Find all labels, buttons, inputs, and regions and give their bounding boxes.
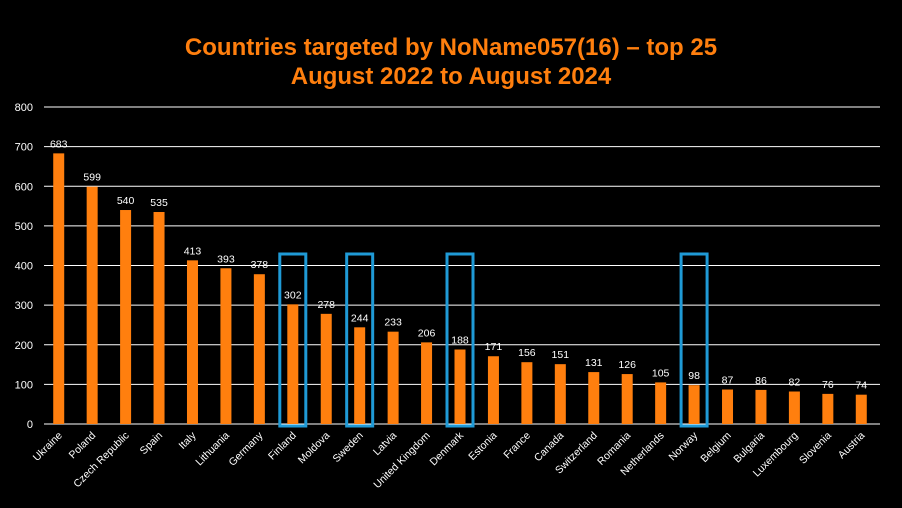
data-label-switzerland: 131 bbox=[585, 357, 603, 369]
x-category-label-slovenia: Slovenia bbox=[797, 430, 834, 467]
y-axis-ticks: 0 100 200 300 400 500 600 700 800 bbox=[15, 102, 33, 431]
bar-switzerland bbox=[588, 372, 600, 424]
data-label-france: 156 bbox=[518, 347, 536, 359]
x-category-label-norway: Norway bbox=[667, 429, 701, 463]
data-label-sweden: 244 bbox=[351, 312, 369, 324]
x-category-label-france: France bbox=[501, 430, 533, 462]
data-label-netherlands: 105 bbox=[652, 367, 670, 379]
data-label-finland: 302 bbox=[284, 289, 302, 301]
bar-belgium bbox=[722, 389, 734, 424]
data-label-slovenia: 76 bbox=[822, 379, 834, 391]
bar-italy bbox=[186, 260, 198, 424]
data-label-poland: 599 bbox=[83, 172, 101, 184]
data-label-italy: 413 bbox=[184, 245, 202, 257]
bar-czech-republic bbox=[120, 210, 132, 424]
y-tick-label-200: 200 bbox=[15, 340, 33, 352]
highlight-box-denmark bbox=[445, 252, 475, 428]
bar-romania bbox=[621, 374, 633, 424]
y-tick-label-500: 500 bbox=[15, 221, 33, 233]
bar-denmark bbox=[454, 349, 466, 424]
data-label-moldova: 278 bbox=[317, 299, 335, 311]
chart-title-line-2: August 2022 to August 2024 bbox=[291, 63, 612, 90]
bar-lithuania bbox=[220, 268, 232, 424]
highlight-box-norway bbox=[679, 252, 709, 428]
x-category-label-denmark: Denmark bbox=[428, 429, 467, 468]
chart-title-line-1: Countries targeted by NoName057(16) – to… bbox=[185, 34, 717, 61]
data-label-czech-republic: 540 bbox=[117, 195, 135, 207]
bar-norway bbox=[688, 385, 700, 424]
y-tick-label-800: 800 bbox=[15, 102, 33, 114]
data-label-belgium: 87 bbox=[722, 375, 734, 387]
bar-germany bbox=[253, 274, 265, 424]
y-tick-label-0: 0 bbox=[27, 419, 33, 431]
x-category-label-sweden: Sweden bbox=[330, 430, 365, 465]
data-label-bulgaria: 86 bbox=[755, 375, 767, 387]
y-tick-label-700: 700 bbox=[15, 142, 33, 154]
bar-moldova bbox=[320, 313, 332, 424]
bar-canada bbox=[554, 364, 566, 424]
data-label-latvia: 233 bbox=[384, 317, 402, 329]
data-label-spain: 535 bbox=[150, 197, 168, 209]
bar-austria bbox=[855, 394, 867, 424]
x-category-label-moldova: Moldova bbox=[296, 430, 333, 467]
bar-spain bbox=[153, 212, 165, 424]
y-tick-label-600: 600 bbox=[15, 181, 33, 193]
x-category-label-lithuania: Lithuania bbox=[193, 430, 232, 469]
x-category-label-finland: Finland bbox=[266, 430, 299, 463]
x-category-label-italy: Italy bbox=[176, 429, 199, 452]
y-tick-label-400: 400 bbox=[15, 261, 33, 273]
data-label-romania: 126 bbox=[618, 359, 636, 371]
x-category-label-spain: Spain bbox=[138, 430, 166, 458]
y-tick-label-100: 100 bbox=[15, 379, 33, 391]
x-category-label-estonia: Estonia bbox=[466, 430, 499, 463]
x-category-label-ukraine: Ukraine bbox=[31, 430, 65, 464]
x-category-label-germany: Germany bbox=[226, 429, 266, 469]
highlight-box-sweden bbox=[345, 252, 375, 428]
bar-estonia bbox=[487, 356, 499, 424]
x-category-label-austria: Austria bbox=[836, 430, 868, 462]
bar-united-kingdom bbox=[421, 342, 433, 424]
data-label-germany: 378 bbox=[251, 259, 269, 271]
data-label-united-kingdom: 206 bbox=[418, 327, 436, 339]
bar-slovenia bbox=[822, 393, 834, 424]
bar-luxembourg bbox=[788, 391, 800, 424]
y-tick-label-300: 300 bbox=[15, 300, 33, 312]
gridlines bbox=[44, 106, 880, 425]
data-label-luxembourg: 82 bbox=[789, 377, 801, 389]
highlight-boxes bbox=[278, 252, 709, 428]
data-label-ukraine: 683 bbox=[50, 138, 68, 150]
bar-netherlands bbox=[655, 382, 667, 424]
bar-latvia bbox=[387, 331, 399, 424]
data-label-estonia: 171 bbox=[485, 341, 503, 353]
bar-france bbox=[521, 362, 533, 424]
x-category-label-belgium: Belgium bbox=[698, 429, 733, 464]
x-category-label-poland: Poland bbox=[67, 430, 99, 462]
bar-finland bbox=[287, 304, 299, 424]
x-category-label-latvia: Latvia bbox=[371, 430, 399, 458]
data-label-norway: 98 bbox=[688, 370, 700, 382]
bar-poland bbox=[86, 186, 98, 424]
data-label-denmark: 188 bbox=[451, 335, 469, 347]
bar-bulgaria bbox=[755, 389, 767, 424]
data-labels: 683 599 540 535 413 393 378 302 278 244 233 206 188 1… bbox=[50, 138, 867, 391]
highlight-box-finland bbox=[278, 252, 308, 428]
data-label-lithuania: 393 bbox=[217, 253, 235, 265]
bar-sweden bbox=[354, 327, 366, 424]
bar-ukraine bbox=[53, 153, 65, 424]
data-label-canada: 151 bbox=[552, 349, 570, 361]
bars bbox=[53, 153, 867, 424]
data-label-austria: 74 bbox=[855, 380, 867, 392]
